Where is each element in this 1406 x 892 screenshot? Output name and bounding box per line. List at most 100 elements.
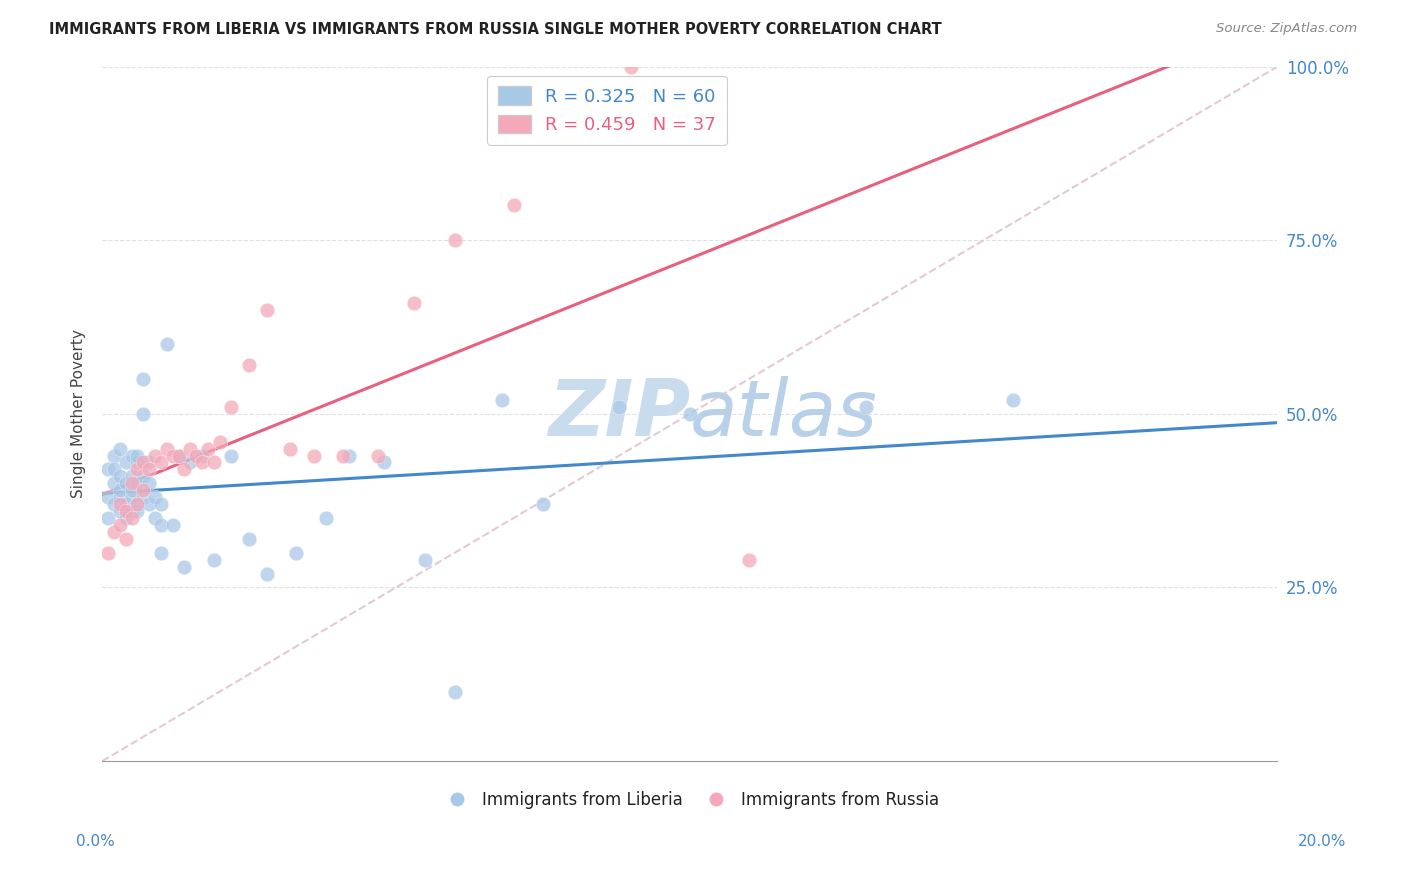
Point [127, 497, 149, 511]
Point [108, 497, 131, 511]
Point [531, 497, 554, 511]
Point [256, 566, 278, 581]
Point [108, 518, 131, 533]
Point [367, 449, 389, 463]
Point [221, 449, 243, 463]
Point [162, 518, 184, 533]
Point [337, 449, 360, 463]
Point [97, 462, 120, 476]
Point [373, 455, 395, 469]
Point [173, 462, 195, 476]
Point [256, 302, 278, 317]
Point [108, 442, 131, 456]
Point [1002, 392, 1025, 407]
Point [162, 449, 184, 463]
Point [103, 497, 125, 511]
Point [149, 546, 172, 560]
Text: Source: ZipAtlas.com: Source: ZipAtlas.com [1216, 22, 1357, 36]
Point [415, 552, 437, 566]
Point [121, 490, 143, 504]
Point [121, 476, 143, 491]
Point [114, 497, 136, 511]
Point [855, 400, 877, 414]
Point [208, 434, 231, 449]
Point [97, 511, 120, 525]
Point [138, 476, 160, 491]
Point [167, 449, 190, 463]
Point [132, 469, 155, 483]
Point [679, 407, 702, 421]
Point [443, 684, 465, 698]
Point [97, 490, 120, 504]
Point [132, 407, 155, 421]
Point [197, 442, 219, 456]
Point [114, 455, 136, 469]
Point [132, 483, 155, 498]
Point [238, 532, 260, 546]
Point [114, 511, 136, 525]
Y-axis label: Single Mother Poverty: Single Mother Poverty [72, 329, 86, 499]
Point [156, 337, 179, 351]
Point [238, 358, 260, 372]
Point [620, 60, 643, 74]
Point [97, 546, 120, 560]
Point [127, 476, 149, 491]
Point [108, 469, 131, 483]
Point [108, 483, 131, 498]
Point [121, 504, 143, 518]
Point [156, 442, 179, 456]
Point [502, 198, 524, 212]
Point [138, 462, 160, 476]
Point [191, 455, 214, 469]
Point [114, 532, 136, 546]
Point [114, 504, 136, 518]
Point [127, 455, 149, 469]
Point [191, 449, 214, 463]
Point [202, 455, 225, 469]
Point [285, 546, 308, 560]
Point [332, 449, 354, 463]
Point [149, 455, 172, 469]
Point [179, 442, 201, 456]
Point [302, 449, 325, 463]
Point [607, 400, 630, 414]
Point [149, 518, 172, 533]
Point [127, 449, 149, 463]
Point [173, 559, 195, 574]
Point [138, 455, 160, 469]
Point [127, 497, 149, 511]
Point [143, 511, 166, 525]
Point [143, 449, 166, 463]
Point [315, 511, 337, 525]
Point [132, 490, 155, 504]
Point [108, 504, 131, 518]
Point [103, 476, 125, 491]
Text: ZIP: ZIP [547, 376, 690, 452]
Text: 20.0%: 20.0% [1298, 834, 1346, 848]
Point [103, 462, 125, 476]
Point [167, 449, 190, 463]
Point [278, 442, 301, 456]
Point [121, 483, 143, 498]
Point [127, 504, 149, 518]
Point [132, 455, 155, 469]
Point [491, 392, 513, 407]
Point [132, 372, 155, 386]
Point [179, 455, 201, 469]
Point [221, 400, 243, 414]
Point [121, 469, 143, 483]
Point [121, 449, 143, 463]
Text: 0.0%: 0.0% [76, 834, 115, 848]
Point [737, 552, 759, 566]
Point [138, 497, 160, 511]
Point [121, 511, 143, 525]
Point [149, 497, 172, 511]
Point [202, 552, 225, 566]
Point [127, 462, 149, 476]
Point [103, 524, 125, 539]
Point [402, 295, 425, 310]
Point [114, 476, 136, 491]
Point [186, 449, 208, 463]
Point [443, 233, 465, 247]
Point [103, 449, 125, 463]
